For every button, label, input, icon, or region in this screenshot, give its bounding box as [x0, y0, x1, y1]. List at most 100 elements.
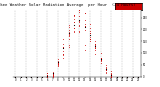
Point	[121, 76, 123, 77]
Point	[78, 10, 81, 11]
Point	[89, 32, 91, 33]
Point	[73, 21, 75, 22]
Point	[62, 47, 65, 48]
Point	[89, 24, 91, 25]
Point	[94, 45, 97, 47]
Point	[62, 38, 65, 39]
Point	[84, 13, 86, 14]
Point	[89, 38, 91, 40]
Point	[46, 74, 49, 76]
Point	[78, 15, 81, 17]
Point	[52, 72, 54, 73]
Point	[78, 11, 81, 12]
Point	[100, 60, 102, 61]
Point	[84, 29, 86, 30]
Point	[89, 38, 91, 40]
Point	[94, 40, 97, 41]
Point	[110, 76, 113, 77]
Point	[116, 76, 118, 77]
Point	[73, 27, 75, 29]
Point	[110, 76, 113, 77]
Point	[78, 21, 81, 22]
Point	[100, 58, 102, 59]
Point	[110, 72, 113, 73]
Point	[73, 14, 75, 16]
Point	[89, 31, 91, 32]
Point	[57, 62, 59, 64]
Point	[46, 76, 49, 77]
Point	[110, 76, 113, 77]
Point	[94, 46, 97, 48]
Point	[46, 72, 49, 74]
Point	[36, 76, 38, 77]
Point	[46, 76, 49, 77]
Point	[68, 44, 70, 45]
Point	[84, 19, 86, 20]
Point	[100, 61, 102, 62]
Point	[25, 76, 27, 77]
Point	[41, 76, 43, 77]
Point	[57, 65, 59, 67]
Point	[68, 46, 70, 47]
Point	[57, 62, 59, 64]
Point	[57, 63, 59, 64]
Point	[52, 75, 54, 76]
Point	[68, 24, 70, 25]
Point	[100, 58, 102, 60]
Point	[73, 24, 75, 25]
Point	[84, 25, 86, 27]
Point	[116, 76, 118, 77]
Point	[105, 69, 107, 70]
Point	[52, 76, 54, 77]
Point	[105, 71, 107, 72]
Point	[89, 36, 91, 38]
Point	[68, 38, 70, 39]
Point	[73, 15, 75, 17]
Point	[132, 76, 134, 77]
Point	[46, 74, 49, 76]
Point	[78, 19, 81, 21]
Point	[94, 45, 97, 47]
Point	[126, 76, 129, 77]
Point	[46, 72, 49, 74]
Point	[57, 65, 59, 66]
Point	[100, 63, 102, 64]
Point	[78, 26, 81, 27]
Point	[110, 74, 113, 75]
Point	[36, 76, 38, 77]
Point	[94, 44, 97, 45]
Point	[57, 62, 59, 63]
Point	[84, 23, 86, 24]
Point	[46, 74, 49, 75]
Point	[25, 76, 27, 77]
Point	[94, 49, 97, 50]
Point	[94, 44, 97, 45]
Point	[62, 46, 65, 48]
Point	[137, 76, 139, 77]
Point	[105, 69, 107, 70]
Point	[46, 75, 49, 77]
Point	[73, 32, 75, 33]
Point	[46, 76, 49, 77]
Point	[100, 58, 102, 60]
Point	[57, 61, 59, 63]
Point	[105, 72, 107, 74]
Point	[52, 73, 54, 75]
Point	[110, 74, 113, 76]
Point	[73, 18, 75, 20]
Point	[68, 36, 70, 37]
Point	[89, 41, 91, 42]
Point	[57, 58, 59, 59]
Point	[100, 59, 102, 61]
Point	[68, 32, 70, 34]
Point	[20, 76, 22, 77]
Point	[57, 63, 59, 65]
Point	[62, 53, 65, 54]
Point	[94, 47, 97, 48]
Point	[52, 76, 54, 77]
Point	[62, 48, 65, 49]
Point	[105, 69, 107, 70]
Point	[78, 20, 81, 21]
Point	[110, 76, 113, 77]
Point	[84, 50, 86, 51]
